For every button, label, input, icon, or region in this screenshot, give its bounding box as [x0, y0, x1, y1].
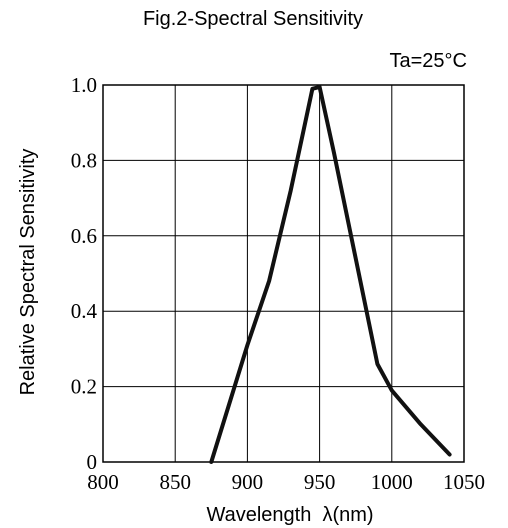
y-tick-label-1: 0.2: [71, 375, 97, 399]
series-line-0: [209, 84, 452, 464]
x-tick-label-4: 1000: [371, 470, 413, 494]
x-tick-label-1: 850: [159, 470, 191, 494]
grid-lines: [102, 84, 465, 463]
y-tick-labels: 0 0.2 0.4 0.6 0.8 1.0: [71, 73, 98, 474]
y-tick-label-2: 0.4: [71, 299, 98, 323]
y-tick-label-4: 0.8: [71, 148, 97, 172]
series-group: [209, 84, 452, 464]
x-tick-label-0: 800: [87, 470, 119, 494]
x-tick-labels: 800 850 900 950 1000 1050: [87, 470, 485, 494]
y-tick-label-0: 0: [87, 450, 98, 474]
x-tick-label-3: 950: [304, 470, 336, 494]
x-tick-label-2: 900: [232, 470, 264, 494]
x-axis-label: Wavelength λ(nm): [206, 504, 373, 526]
y-tick-label-3: 0.6: [71, 224, 97, 248]
chart-condition-label: Ta=25°C: [390, 50, 468, 72]
y-axis-label: Relative Spectral Sensitivity: [17, 149, 39, 396]
y-tick-label-5: 1.0: [71, 73, 97, 97]
chart-title: Fig.2-Spectral Sensitivity: [143, 8, 363, 30]
plot-frame: [102, 84, 465, 463]
x-tick-label-5: 1050: [443, 470, 485, 494]
